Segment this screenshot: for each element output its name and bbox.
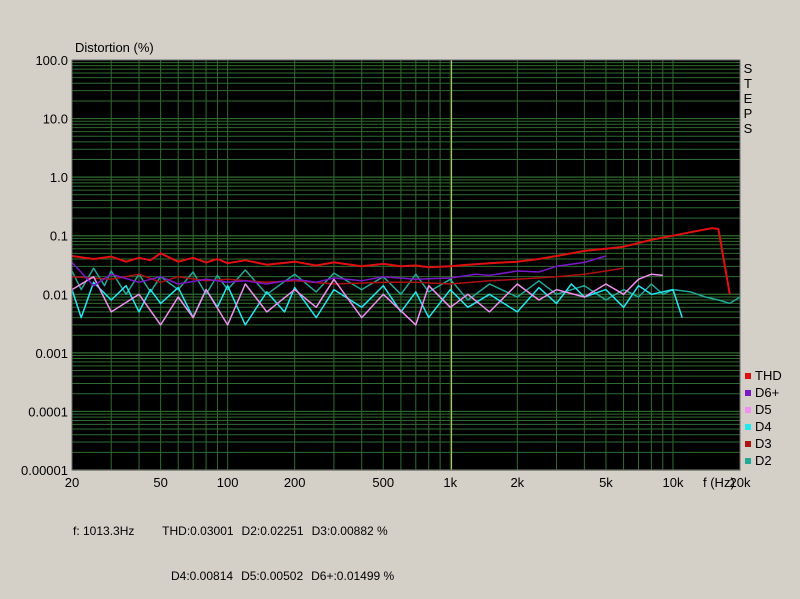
readout-d3: D3:0.00882 % — [311, 524, 388, 538]
legend-swatch — [745, 424, 751, 430]
readout-d2: D2:0.02251 — [241, 524, 304, 538]
y-tick-label: 0.01 — [43, 287, 68, 302]
series-line-d2 — [71, 267, 741, 305]
x-axis-label: f (Hz) — [703, 475, 735, 490]
y-tick-label: 0.1 — [50, 229, 68, 244]
legend-swatch — [745, 373, 751, 379]
legend-swatch — [745, 441, 751, 447]
series-line-d5 — [71, 273, 663, 326]
x-tick-label: 2k — [510, 475, 524, 490]
y-axis-label: Distortion (%) — [75, 40, 154, 55]
x-tick-label: 200 — [284, 475, 306, 490]
x-tick-label: 100 — [217, 475, 239, 490]
series-line-thd — [71, 227, 731, 295]
side-label-letter: S — [744, 121, 753, 136]
x-tick-label: 5k — [599, 475, 613, 490]
side-label-letter: P — [744, 106, 753, 121]
legend-swatch — [745, 407, 751, 413]
y-tick-label: 100.0 — [35, 53, 68, 68]
readout-d6: D6+:0.01499 % — [311, 569, 395, 583]
side-label-letter: S — [744, 61, 753, 76]
readout-d4: D4:0.00814 — [171, 569, 234, 583]
x-tick-label: 1k — [443, 475, 457, 490]
side-label-letter: T — [744, 76, 752, 91]
readout-d5: D5:0.00502 — [241, 569, 304, 583]
legend-swatch — [745, 458, 751, 464]
y-tick-labels: 100.0 10.0 1.0 0.1 0.01 0.001 0.0001 0.00001 — [21, 53, 68, 478]
legend-label: D5 — [755, 402, 772, 417]
y-tick-label: 0.0001 — [28, 404, 68, 419]
legend-label: D3 — [755, 436, 772, 451]
legend-label: D6+ — [755, 385, 779, 400]
y-tick-label: 1.0 — [50, 170, 68, 185]
readout-frequency: f: 1013.3Hz — [73, 524, 135, 538]
x-tick-label: 500 — [372, 475, 394, 490]
x-tick-label: 20 — [65, 475, 79, 490]
legend-label: THD — [755, 368, 782, 383]
grid-lines — [71, 60, 741, 471]
y-tick-label: 10.0 — [43, 112, 68, 127]
x-tick-labels: 20 50 100 200 500 1k 2k 5k 10k 20k — [65, 475, 751, 490]
legend: THD D6+ D5 D4 D3 D2 — [745, 368, 782, 468]
series-line-d3 — [71, 267, 624, 285]
readout-panel: f: 1013.3Hz THD:0.03001 D2:0.02251 D3:0.00… — [73, 494, 402, 599]
series-line-d6-plus — [71, 255, 607, 287]
series-layer — [71, 227, 741, 326]
distortion-chart: 100.0 10.0 1.0 0.1 0.01 0.001 0.0001 0.00001 20… — [21, 40, 782, 490]
legend-swatch — [745, 390, 751, 396]
x-tick-label: 10k — [662, 475, 683, 490]
side-label-letter: E — [744, 91, 753, 106]
legend-label: D2 — [755, 453, 772, 468]
readout-thd: THD:0.03001 — [162, 524, 234, 538]
legend-label: D4 — [755, 419, 772, 434]
x-tick-label: 20k — [730, 475, 751, 490]
y-tick-label: 0.00001 — [21, 463, 68, 478]
plot-border — [71, 59, 741, 471]
x-tick-label: 50 — [153, 475, 167, 490]
plot-background — [72, 60, 740, 470]
y-tick-label: 0.001 — [35, 346, 68, 361]
